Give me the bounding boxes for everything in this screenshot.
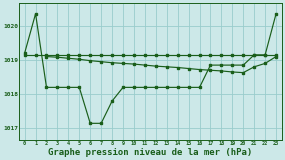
X-axis label: Graphe pression niveau de la mer (hPa): Graphe pression niveau de la mer (hPa) [48, 148, 253, 156]
